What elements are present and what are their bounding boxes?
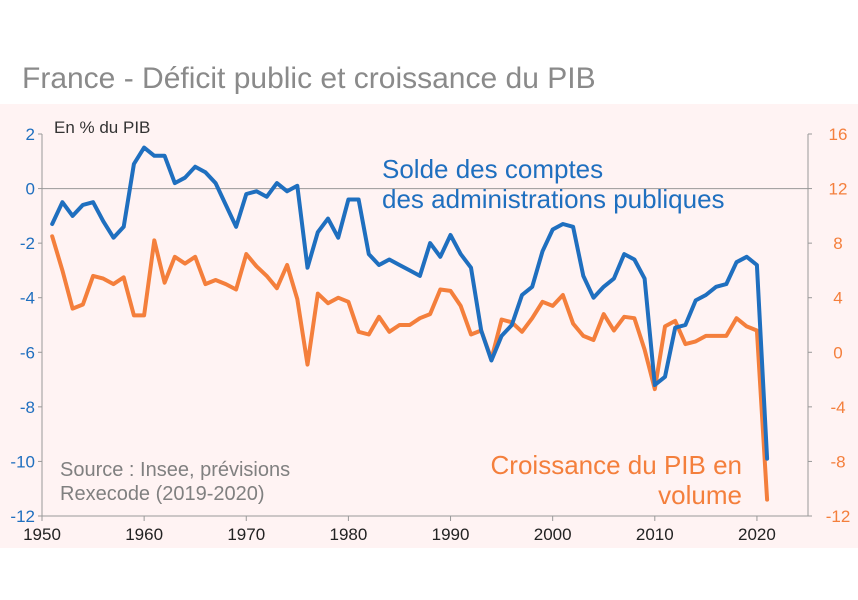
source-line-2: Rexecode (2019-2020) bbox=[60, 483, 265, 505]
left-y-tick-label: -6 bbox=[20, 343, 35, 362]
source-note: Source : Insee, prévisions Rexecode (201… bbox=[60, 458, 350, 506]
x-tick-label: 1950 bbox=[23, 525, 61, 544]
plot-background bbox=[0, 104, 858, 548]
x-tick-label: 2010 bbox=[636, 525, 674, 544]
x-tick-label: 1970 bbox=[227, 525, 265, 544]
deficit-label-line-1: Solde des comptes bbox=[382, 154, 604, 184]
x-tick-label: 2020 bbox=[738, 525, 776, 544]
left-y-tick-label: -4 bbox=[20, 289, 35, 308]
left-y-tick-label: 0 bbox=[26, 180, 35, 199]
x-tick-label: 2000 bbox=[534, 525, 572, 544]
series-lines-layer bbox=[50, 145, 770, 502]
left-y-tick-label: 2 bbox=[26, 125, 35, 144]
x-tick-label: 1980 bbox=[329, 525, 367, 544]
right-y-tick-label: -12 bbox=[826, 507, 851, 526]
deficit-series-line bbox=[50, 145, 770, 461]
left-y-tick-label: -10 bbox=[10, 452, 35, 471]
right-y-tick-label: 16 bbox=[829, 125, 848, 144]
growth-label-line-2: volume bbox=[658, 480, 742, 510]
right-y-tick-label: 0 bbox=[833, 343, 842, 362]
right-y-tick-label: 8 bbox=[833, 234, 842, 253]
y-axis-label: En % du PIB bbox=[54, 118, 150, 137]
right-y-tick-label: -4 bbox=[830, 398, 845, 417]
right-y-tick-label: 4 bbox=[833, 289, 842, 308]
left-y-tick-label: -12 bbox=[10, 507, 35, 526]
right-y-tick-label: -8 bbox=[830, 452, 845, 471]
chart-title: France - Déficit public et croissance du… bbox=[22, 62, 596, 95]
growth-label-line-1: Croissance du PIB en bbox=[490, 450, 742, 480]
deficit-label-line-2: des administrations publiques bbox=[382, 184, 725, 214]
right-y-tick-label: 12 bbox=[829, 180, 848, 199]
deficit-series-label: Solde des comptes des administrations pu… bbox=[382, 154, 725, 214]
source-line-1: Source : Insee, prévisions bbox=[60, 459, 291, 481]
growth-series-label: Croissance du PIB en volume bbox=[422, 450, 742, 510]
x-tick-label: 1960 bbox=[125, 525, 163, 544]
growth-series-line bbox=[50, 234, 770, 502]
left-y-tick-label: -8 bbox=[20, 398, 35, 417]
x-tick-label: 1990 bbox=[432, 525, 470, 544]
left-y-tick-label: -2 bbox=[20, 234, 35, 253]
